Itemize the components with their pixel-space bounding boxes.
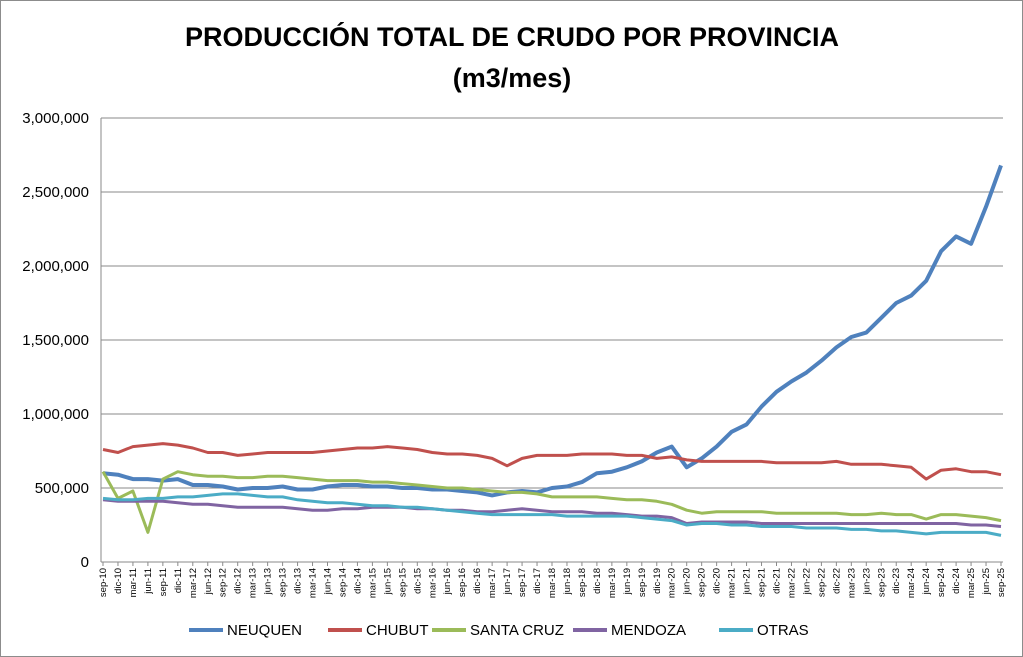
legend-item-otras: OTRAS	[719, 622, 809, 639]
x-tick-label: mar-15	[367, 568, 378, 598]
x-tick-label: mar-21	[727, 568, 738, 598]
x-tick-label: sep-24	[936, 568, 947, 597]
x-tick-label: mar-25	[966, 568, 977, 598]
y-tick-label: 0	[81, 554, 89, 571]
x-tick-label: mar-17	[487, 568, 498, 598]
x-tick-label: dic-13	[293, 568, 304, 594]
x-tick-label: mar-20	[667, 568, 678, 598]
y-axis-tick-labels: 0 500,000 1,000,000 1,500,000 2,000,000 2,500…	[22, 110, 89, 571]
x-tick-label: dic-12	[233, 568, 244, 594]
x-tick-label: mar-16	[427, 568, 438, 598]
x-tick-label: mar-13	[248, 568, 259, 598]
x-tick-label: jun-24	[921, 568, 932, 595]
series-lines	[101, 164, 1003, 537]
x-tick-label: dic-20	[712, 568, 723, 594]
x-tick-label: mar-22	[786, 568, 797, 598]
x-tick-label: dic-18	[592, 568, 603, 594]
x-tick-label: dic-14	[352, 568, 363, 594]
x-tick-label: jun-19	[622, 568, 633, 595]
x-tick-label: dic-23	[891, 568, 902, 594]
gridlines	[101, 117, 1003, 489]
x-tick-label: jun-13	[263, 568, 274, 595]
series-line-otras	[102, 492, 1002, 537]
x-tick-label: mar-24	[906, 568, 917, 598]
y-tick-label: 2,000,000	[22, 258, 89, 275]
series-line-chubut	[102, 442, 1002, 481]
series-line-mendoza	[102, 498, 1002, 528]
x-tick-label: sep-23	[876, 568, 887, 597]
x-tick-label: jun-25	[981, 568, 992, 595]
legend-label: SANTA CRUZ	[470, 622, 564, 639]
x-tick-label: mar-19	[607, 568, 618, 598]
x-tick-label: dic-24	[951, 568, 962, 594]
legend-item-neuquen: NEUQUEN	[189, 622, 302, 639]
y-tick-label: 2,500,000	[22, 184, 89, 201]
x-tick-label: sep-19	[637, 568, 648, 597]
x-tick-label: dic-10	[113, 568, 124, 594]
legend-item-chubut: CHUBUT	[328, 622, 429, 639]
x-tick-label: sep-16	[457, 568, 468, 597]
legend-label: NEUQUEN	[227, 622, 302, 639]
x-tick-label: jun-23	[861, 568, 872, 595]
chart-title: PRODUCCIÓN TOTAL DE CRUDO POR PROVINCIA	[185, 21, 839, 52]
x-tick-label: jun-12	[203, 568, 214, 595]
x-axis-tick-labels: sep-10 dic-10 mar-11 jun-11 sep-11 dic-11 mar-…	[98, 568, 1007, 598]
x-tick-label: mar-14	[308, 568, 319, 598]
x-tick-label: sep-20	[697, 568, 708, 597]
x-tick-label: jun-14	[323, 568, 334, 595]
legend: NEUQUEN CHUBUT SANTA CRUZ MENDOZA OTRAS	[189, 622, 809, 639]
x-tick-label: sep-12	[218, 568, 229, 597]
x-tick-label: dic-22	[831, 568, 842, 594]
x-tick-label: jun-21	[742, 568, 753, 595]
x-tick-label: jun-22	[801, 568, 812, 595]
chart-subtitle: (m3/mes)	[453, 63, 572, 93]
series-line-neuquen	[102, 164, 1003, 498]
legend-item-mendoza: MENDOZA	[573, 622, 686, 639]
x-tick-label: mar-18	[547, 568, 558, 598]
x-tick-label: jun-15	[382, 568, 393, 595]
legend-label: CHUBUT	[366, 622, 429, 639]
x-tick-label: dic-21	[772, 568, 783, 594]
y-tick-label: 3,000,000	[22, 110, 89, 127]
x-tick-label: jun-11	[143, 568, 154, 595]
x-tick-label: sep-18	[577, 568, 588, 597]
x-tick-label: mar-12	[188, 568, 199, 598]
x-tick-label: sep-14	[337, 568, 348, 597]
y-tick-label: 1,500,000	[22, 332, 89, 349]
legend-label: OTRAS	[757, 622, 809, 639]
axes	[100, 118, 1003, 566]
x-tick-label: dic-11	[173, 568, 184, 593]
x-tick-label: sep-15	[397, 568, 408, 597]
x-tick-label: jun-17	[502, 568, 513, 595]
x-tick-label: sep-10	[98, 568, 109, 597]
x-tick-label: jun-20	[682, 568, 693, 595]
x-tick-label: jun-16	[442, 568, 453, 595]
legend-label: MENDOZA	[611, 622, 686, 639]
x-tick-label: jun-18	[562, 568, 573, 595]
x-tick-label: sep-17	[517, 568, 528, 597]
x-tick-label: sep-22	[816, 568, 827, 597]
x-tick-label: sep-13	[278, 568, 289, 597]
x-tick-label: dic-15	[412, 568, 423, 594]
x-tick-label: sep-21	[757, 568, 768, 597]
x-tick-label: mar-23	[846, 568, 857, 598]
x-tick-label: dic-16	[472, 568, 483, 594]
legend-item-santa-cruz: SANTA CRUZ	[432, 622, 564, 639]
x-tick-label: sep-11	[158, 568, 169, 596]
x-tick-label: sep-25	[996, 568, 1007, 597]
x-tick-label: dic-19	[652, 568, 663, 594]
y-tick-label: 1,000,000	[22, 406, 89, 423]
x-tick-label: dic-17	[532, 568, 543, 594]
series-line-santa-cruz	[101, 470, 1002, 534]
y-tick-label: 500,000	[35, 480, 89, 497]
x-tick-label: mar-11	[128, 568, 139, 597]
